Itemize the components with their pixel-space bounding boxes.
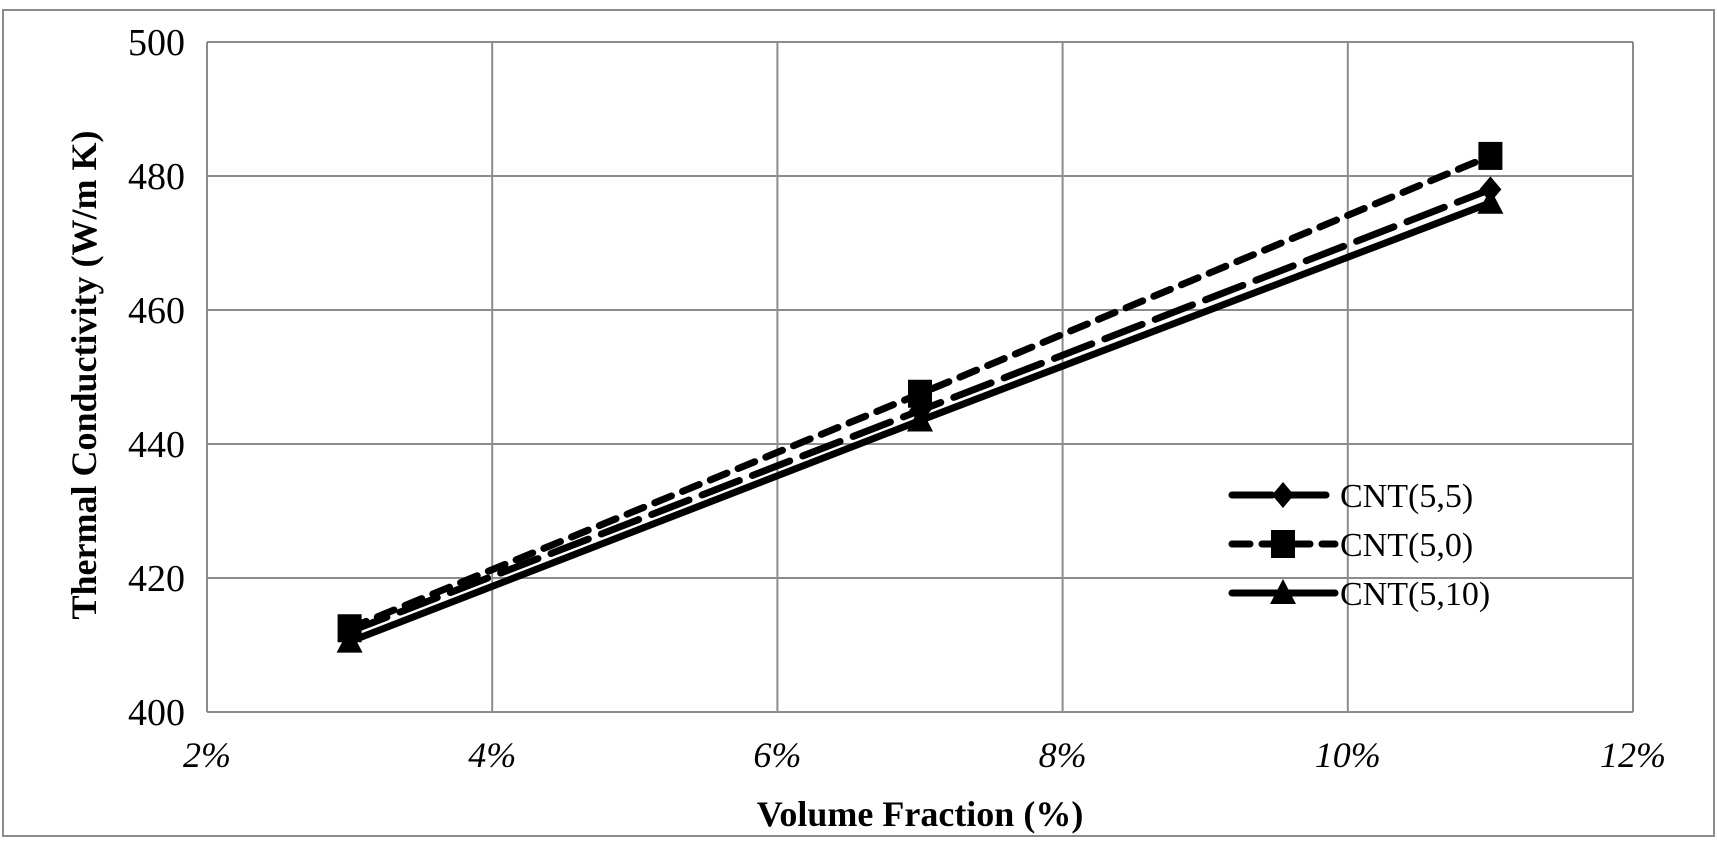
legend-label: CNT(5,0) [1340, 527, 1473, 564]
y-tick-label: 500 [128, 22, 185, 64]
chart-frame [2, 9, 1715, 837]
legend-marker [1272, 482, 1294, 508]
x-tick-label: 6% [753, 735, 801, 775]
x-tick-label: 10% [1315, 735, 1381, 775]
x-tick-label: 4% [468, 735, 516, 775]
y-tick-label: 460 [128, 290, 185, 332]
data-point [1478, 141, 1503, 170]
data-point [908, 379, 932, 408]
y-axis-label: Thermal Conductivity (W/m K) [64, 131, 104, 620]
legend-label: CNT(5,5) [1340, 478, 1473, 515]
grid [206, 41, 1634, 713]
x-tick-label: 2% [183, 735, 231, 775]
x-tick-label: 8% [1039, 735, 1087, 775]
x-tick-label: 12% [1600, 735, 1666, 775]
legend-label: CNT(5,10) [1340, 576, 1490, 613]
data-point [907, 406, 933, 432]
y-tick-label: 400 [128, 692, 185, 734]
y-tick-label: 420 [128, 558, 185, 600]
y-ticks: 400 420 440 460 480 500 [128, 22, 185, 734]
legend-marker [1271, 530, 1295, 558]
legend-marker [1270, 579, 1296, 604]
y-tick-label: 440 [128, 424, 185, 466]
data-point [1477, 188, 1504, 214]
series-group [336, 141, 1504, 653]
data-point [336, 627, 363, 653]
x-axis-label: Volume Fraction (%) [757, 794, 1084, 834]
x-ticks: 2% 4% 6% 8% 10% 12% [183, 735, 1666, 775]
y-tick-label: 480 [128, 156, 185, 198]
legend: CNT(5,5) CNT(5,0) CNT(5,10) [1228, 478, 1490, 613]
